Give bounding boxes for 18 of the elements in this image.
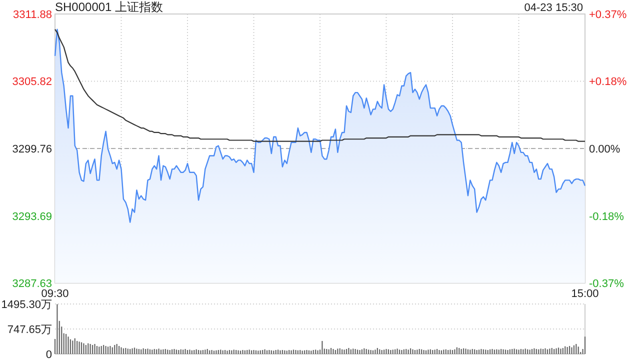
line-series xyxy=(54,28,586,142)
y-tick-label: 3305.82 xyxy=(12,76,52,88)
y-tick-label: 3299.76 xyxy=(12,143,52,156)
y2-tick-label: -0.18% xyxy=(589,210,624,223)
y-tick-label: 1495.30万 xyxy=(1,299,52,311)
x-tick-label: 15:00 xyxy=(571,288,599,300)
chart-title: SH000001 上证指数 xyxy=(55,0,164,14)
y-tick-label: 3311.88 xyxy=(13,9,52,21)
y-tick-label: 3287.63 xyxy=(12,278,52,290)
y-tick-label: 3293.69 xyxy=(12,210,52,223)
y-tick-label: 747.65万 xyxy=(7,324,52,336)
y2-tick-label: +0.37% xyxy=(589,9,627,21)
y2-tick-label: +0.18% xyxy=(589,76,627,88)
y2-tick-label: 0.00% xyxy=(589,144,620,156)
x-tick-label: 09:30 xyxy=(41,288,69,300)
y-tick-label: 0 xyxy=(46,349,52,360)
y2-tick-label: -0.37% xyxy=(589,278,624,290)
annotation: 04-23 15:30 xyxy=(524,2,583,14)
